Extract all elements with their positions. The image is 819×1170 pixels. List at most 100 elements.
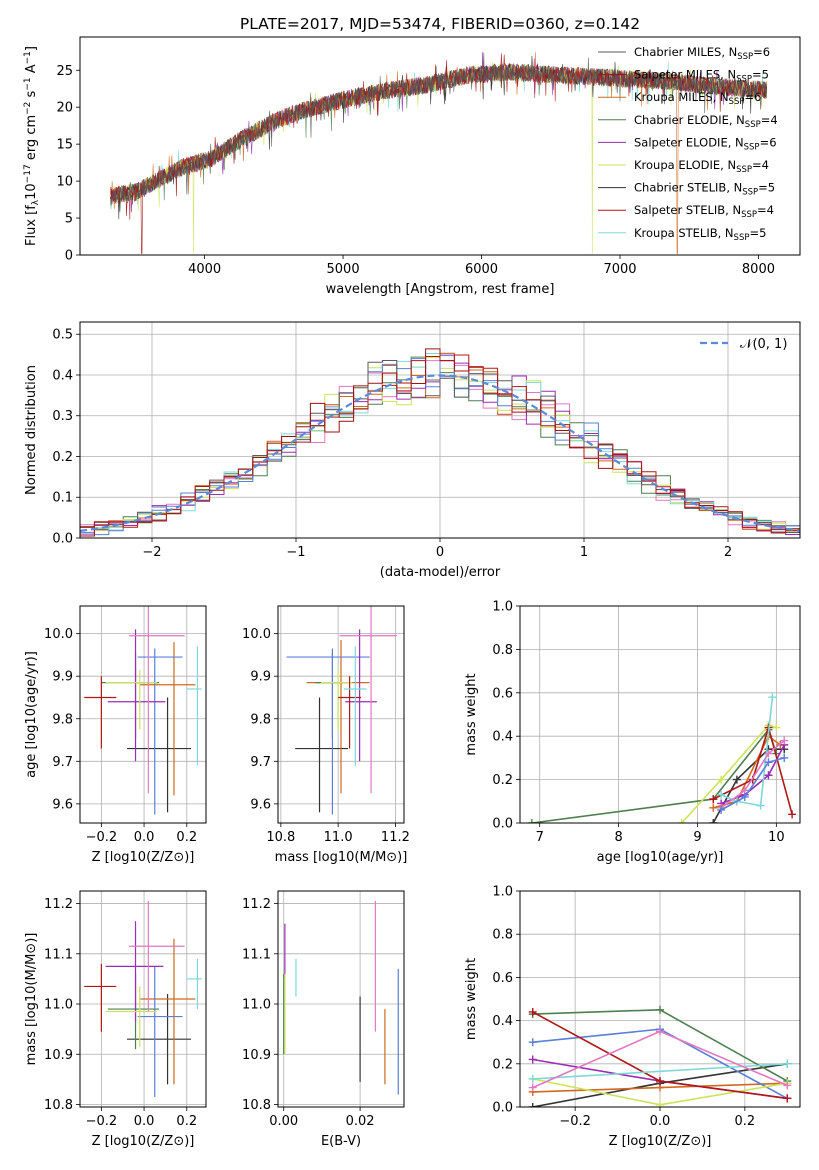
- axes-frame: [277, 605, 405, 824]
- y-axis-label: mass weight: [464, 958, 479, 1040]
- weight-marker: [528, 1055, 537, 1064]
- y-tick-label: 0.1: [52, 491, 73, 506]
- y-tick-label: 11.1: [44, 947, 73, 962]
- weight-marker: [717, 790, 726, 799]
- y-tick-label: 9.7: [250, 755, 271, 770]
- plot-area: [110, 51, 768, 254]
- x-axis-label: Z [log10(Z/Z⊙)]: [609, 1134, 712, 1149]
- plot-area: [84, 606, 202, 815]
- axes-frame: [519, 605, 801, 824]
- x-tick-label: 7000: [603, 262, 636, 277]
- weight-marker: [656, 1005, 664, 1014]
- weight-line: [720, 757, 785, 811]
- axes-frame: [79, 890, 207, 1108]
- weight-marker: [764, 771, 773, 780]
- plot-area: [286, 606, 397, 815]
- x-axis-label: E(B-V): [321, 1134, 361, 1149]
- weight-line: [712, 724, 793, 815]
- x-tick-label: 0.0: [650, 1114, 671, 1129]
- x-tick-label: 0.2: [735, 1114, 756, 1129]
- chart-weight-vs-z: −0.2 0.0 0.2 0.0 0.2 0.4 0.6 0.8 1.0 Z [log10(Z/Z…: [464, 885, 801, 1149]
- histogram-step: [80, 354, 800, 534]
- chart-spectrum: 4000 5000 6000 7000 8000 0 5 10 15 20 25 Chabrier M…: [23, 36, 801, 297]
- y-tick-label: 0.4: [492, 1014, 513, 1029]
- chart-residuals: −2 −1 0 1 2 0.0 0.1 0.2 0.3 0.4 0.5 𝒩(0, 1) (data-mo…: [24, 321, 801, 580]
- y-axis-label: mass [log10(M/M⊙)]: [24, 933, 39, 1066]
- x-axis-label: mass [log10(M/M⊙)]: [275, 850, 408, 865]
- legend-label: Salpeter STELIB, NSSP=4: [634, 203, 774, 220]
- weight-marker: [528, 1074, 537, 1083]
- weight-marker: [527, 819, 536, 823]
- chart-age-vs-mass: 10.8 11.0 11.2 9.6 9.7 9.8 9.9 10.0 mass [log10(…: [242, 605, 410, 865]
- legend-label: 𝒩(0, 1): [740, 337, 787, 352]
- x-tick-label: 0.2: [176, 830, 197, 845]
- y-tick-label: 10.8: [44, 1098, 73, 1113]
- y-tick-label: 10.0: [44, 627, 73, 642]
- x-tick-label: 8: [614, 830, 622, 845]
- weight-marker: [528, 1083, 537, 1092]
- y-tick-label: 0.3: [52, 409, 73, 424]
- weight-marker: [656, 1027, 664, 1036]
- weight-marker: [528, 1103, 537, 1107]
- axes-frame: [79, 36, 801, 256]
- y-tick-label: 20: [56, 101, 73, 116]
- chart-mass-vs-ebv: 0.00 0.02 10.8 10.9 11.0 11.1 11.2 E(B-V): [242, 890, 405, 1149]
- x-tick-label: 0.0: [134, 1114, 155, 1129]
- y-tick-label: 11.2: [44, 897, 73, 912]
- x-axis-label: (data-model)/error: [380, 565, 501, 580]
- y-axis-label: Normed distribution: [24, 365, 39, 495]
- x-tick-label: 1: [580, 545, 588, 560]
- x-axis-label: Z [log10(Z/Z⊙)]: [92, 1134, 195, 1149]
- y-tick-label: 0.8: [492, 928, 513, 943]
- y-tick-label: 0.5: [52, 328, 73, 343]
- weight-line: [532, 1063, 788, 1080]
- weight-marker: [783, 1094, 792, 1103]
- y-tick-label: 0.0: [492, 1101, 513, 1116]
- y-tick-label: 10.8: [242, 1098, 271, 1113]
- plot-area: [84, 901, 202, 1097]
- y-tick-label: 0.2: [492, 1057, 513, 1072]
- axes-frame: [519, 890, 801, 1108]
- weight-marker: [780, 736, 789, 745]
- x-tick-label: 10: [768, 830, 785, 845]
- y-axis-label: mass weight: [464, 673, 479, 755]
- legend-label: Kroupa STELIB, NSSP=5: [634, 226, 766, 243]
- y-tick-label: 10.9: [242, 1048, 271, 1063]
- figure-title: PLATE=2017, MJD=53474, FIBERID=0360, z=0…: [240, 15, 640, 33]
- legend-label: Chabrier STELIB, NSSP=5: [634, 181, 775, 198]
- chart-age-vs-z: −0.2 0.0 0.2 9.6 9.7 9.8 9.9 10.0 Z [log10(Z/Z⊙)…: [24, 605, 207, 865]
- y-tick-label: 0: [65, 249, 73, 264]
- y-tick-label: 11.2: [242, 897, 271, 912]
- y-tick-label: 10: [56, 175, 73, 190]
- y-tick-label: 10.9: [44, 1048, 73, 1063]
- plot-area: [527, 693, 797, 823]
- weight-marker: [528, 1007, 537, 1016]
- y-tick-label: 0.4: [52, 368, 73, 383]
- x-tick-label: 11.0: [324, 830, 353, 845]
- weight-marker: [788, 810, 797, 819]
- axes-frame: [79, 605, 207, 824]
- chart-mass-vs-z: −0.2 0.0 0.2 10.8 10.9 11.0 11.1 11.2 Z [log10(Z…: [24, 890, 207, 1149]
- y-tick-label: 10.0: [242, 627, 271, 642]
- x-tick-label: −1: [286, 545, 305, 560]
- y-tick-label: 0.8: [492, 643, 513, 658]
- legend-label: Kroupa MILES, NSSP=6: [634, 90, 761, 107]
- x-tick-label: 2: [724, 545, 732, 560]
- y-axis-label: age [log10(age/yr)]: [24, 651, 39, 778]
- x-tick-label: −2: [142, 545, 161, 560]
- chart-weight-vs-age: 7 8 9 10 0.0 0.2 0.4 0.6 0.8 1.0 age [log10(age/yr…: [464, 600, 801, 865]
- x-tick-label: 4000: [188, 262, 221, 277]
- x-axis-label: age [log10(age/yr)]: [597, 850, 724, 865]
- weight-marker: [740, 792, 749, 801]
- weight-marker: [772, 723, 781, 732]
- normal-curve: [80, 374, 800, 532]
- histogram-step: [80, 355, 800, 536]
- y-tick-label: 0.2: [52, 450, 73, 465]
- legend-label: Kroupa ELODIE, NSSP=4: [634, 158, 769, 175]
- x-axis-label: Z [log10(Z/Z⊙)]: [92, 850, 195, 865]
- y-tick-label: 15: [56, 138, 73, 153]
- x-tick-label: 6000: [465, 262, 498, 277]
- y-tick-label: 0.6: [492, 686, 513, 701]
- x-tick-label: −0.2: [86, 1114, 118, 1129]
